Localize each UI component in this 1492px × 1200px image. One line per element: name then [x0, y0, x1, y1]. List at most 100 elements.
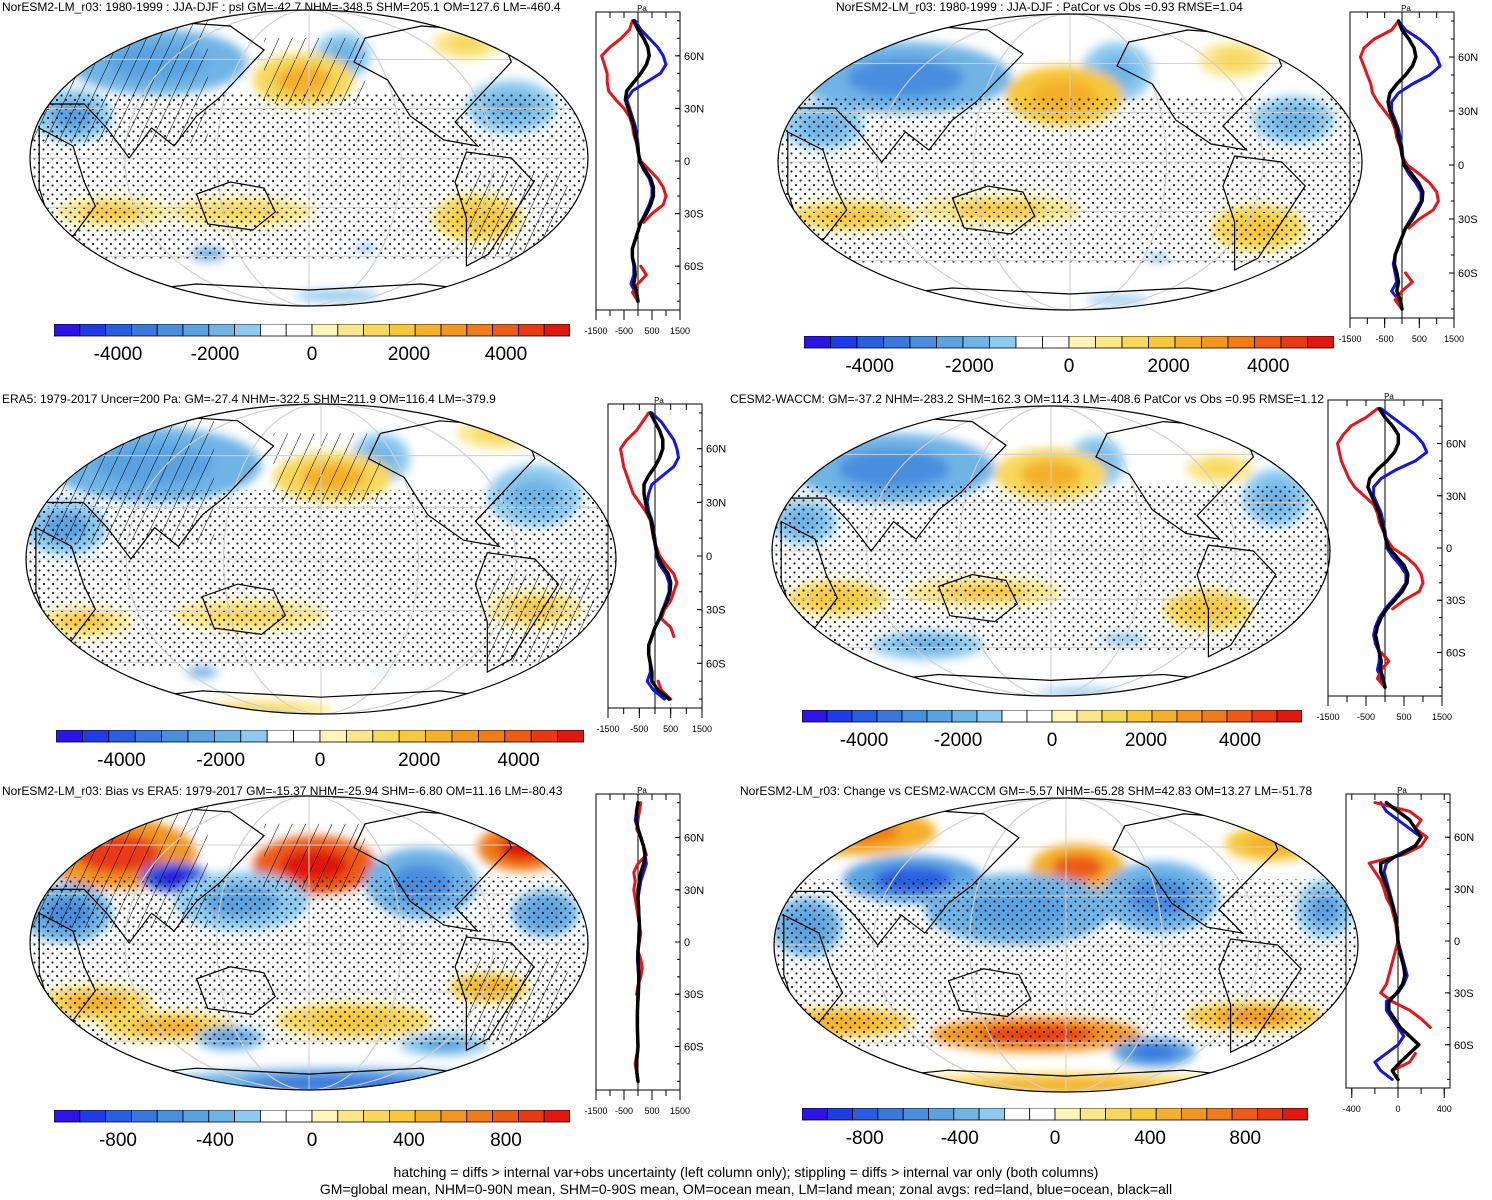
colorbar-swatch — [976, 710, 1003, 723]
continent-outline — [474, 552, 560, 673]
colorbar-swatch — [79, 1110, 106, 1123]
anomaly-core — [1131, 1044, 1177, 1061]
map-border — [777, 13, 1363, 311]
colorbar-swatch — [902, 1108, 929, 1121]
unit-label: Pa — [637, 4, 647, 13]
x-tick-label: -1500 — [584, 326, 607, 336]
x-tick-label: 0 — [1395, 1104, 1400, 1114]
world-map — [773, 797, 1359, 1093]
map-border — [771, 405, 1331, 697]
colorbar-tick-label: -2000 — [934, 730, 983, 751]
map-border — [29, 795, 589, 1091]
anomaly-core — [373, 670, 387, 674]
all-zonal-line — [634, 800, 647, 1084]
colorbar-swatch — [1206, 1108, 1233, 1121]
continent-outline — [951, 185, 1036, 235]
zonal-average-plot: Pa 60N 30N 0 30S 60S -1500 -500 500 1500 — [584, 4, 704, 336]
colorbar-swatch — [1029, 1108, 1056, 1121]
hatching — [30, 796, 208, 929]
lat-tick-label: 30N — [684, 885, 704, 897]
continent-outline — [783, 914, 844, 1024]
colorbar-swatch — [81, 730, 110, 743]
colorbar-swatch — [557, 730, 584, 743]
lat-tick-label: 0 — [684, 937, 690, 949]
colorbar-swatch — [851, 710, 878, 723]
x-tick-label: 500 — [644, 1106, 659, 1116]
zonal-average-plot: Pa 60N 30N 0 30S 60S -1500 -500 500 1500 — [584, 786, 704, 1116]
lat-tick-label: 0 — [1458, 160, 1464, 172]
x-tick-label: -500 — [615, 1106, 633, 1116]
lat-tick-label: 60S — [1454, 1040, 1474, 1052]
anomaly-core — [1201, 460, 1239, 477]
colorbar-swatch — [311, 324, 339, 337]
colorbar: -800 -400 0 400 800 — [54, 1110, 570, 1151]
world-map — [771, 405, 1331, 697]
all-zonal-line — [1386, 19, 1425, 311]
unit-label: Pa — [637, 786, 647, 795]
colorbar-swatch — [134, 730, 162, 743]
colorbar-swatch — [1105, 1108, 1132, 1121]
x-tick-label: -500 — [1376, 334, 1394, 344]
graticule — [772, 406, 1330, 696]
colorbar-swatch — [345, 730, 374, 743]
colorbar-tick-label: 800 — [1229, 1128, 1261, 1149]
colorbar-swatch — [1307, 336, 1334, 349]
lat-tick-label: 0 — [706, 551, 712, 563]
colorbar-swatch — [259, 324, 287, 337]
continent-outline — [195, 966, 277, 1016]
colorbar-swatch — [883, 336, 911, 349]
x-tick-label: 500 — [644, 326, 659, 336]
colorbar-swatch — [1155, 1108, 1182, 1121]
colorbar-swatch — [182, 324, 210, 337]
colorbar-swatch — [852, 1108, 879, 1121]
map-border — [29, 9, 589, 307]
ocean-zonal-line — [1390, 19, 1442, 311]
colorbar-swatch — [187, 730, 215, 743]
world-map — [29, 795, 589, 1091]
lat-tick-label: 60S — [1446, 647, 1466, 659]
x-tick-label: 500 — [663, 724, 678, 734]
colorbar-swatch — [131, 1110, 158, 1123]
colorbar-swatch — [1068, 336, 1096, 349]
colorbar-swatch — [1051, 710, 1078, 723]
graticule — [774, 798, 1358, 1092]
colorbar: -4000 -2000 0 2000 4000 — [56, 730, 584, 771]
x-tick-label: -1500 — [596, 724, 619, 734]
colorbar-tick-label: -800 — [99, 1130, 137, 1151]
world-map — [25, 403, 617, 715]
colorbar-swatch — [266, 730, 294, 743]
x-tick-label: 1500 — [1432, 712, 1452, 722]
panel-title: ERA5: 1979-2017 Uncer=200 Pa: GM=-27.4 N… — [2, 392, 496, 406]
world-map — [777, 13, 1363, 311]
colorbar-swatch — [1148, 336, 1176, 349]
zonal-average-plot: Pa 60N 30N 0 30S 60S -1500 -500 500 1500 — [1316, 392, 1466, 722]
colorbar-swatch — [1015, 336, 1043, 349]
colorbar: -4000 -2000 0 2000 4000 — [54, 324, 570, 365]
lat-tick-label: 0 — [684, 156, 690, 168]
colorbar-tick-label: -2000 — [191, 344, 240, 365]
continent-outline — [454, 936, 535, 1052]
lat-tick-label: 0 — [1446, 543, 1452, 555]
all-zonal-line — [642, 411, 673, 701]
colorbar-swatch — [105, 324, 132, 337]
x-tick-label: 1500 — [670, 326, 690, 336]
x-tick-label: -500 — [615, 326, 633, 336]
colorbar-swatch — [802, 1108, 828, 1121]
colorbar-tick-label: 400 — [1134, 1128, 1166, 1149]
all-zonal-line — [1378, 800, 1423, 1082]
x-tick-label: -400 — [1343, 1104, 1361, 1114]
anomaly-core — [1215, 50, 1255, 70]
colorbar: -4000 -2000 0 2000 4000 — [804, 336, 1334, 377]
panel-title: NorESM2-LM_r03: Bias vs ERA5: 1979-2017 … — [2, 784, 563, 798]
colorbar-swatch — [978, 1108, 1005, 1121]
x-tick-label: 400 — [1437, 1104, 1452, 1114]
graticule — [778, 14, 1362, 310]
colorbar-swatch — [1079, 1108, 1106, 1121]
colorbar-swatch — [543, 324, 570, 337]
colorbar-swatch — [1181, 1108, 1208, 1121]
colorbar-swatch — [928, 1108, 955, 1121]
colorbar-swatch — [208, 324, 236, 337]
anomaly-core — [1051, 854, 1104, 881]
graticule — [30, 796, 588, 1090]
colorbar-swatch — [909, 336, 937, 349]
